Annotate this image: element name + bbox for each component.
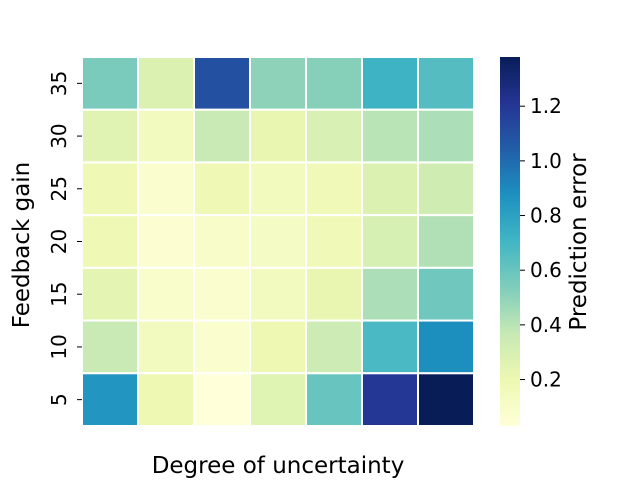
heatmap-cells (81, 56, 475, 427)
y-tick-label: 25 (47, 176, 71, 201)
heatmap-cell (361, 319, 419, 375)
heatmap-cell (305, 372, 363, 427)
heatmap-cell (137, 372, 195, 427)
heatmap-cell (137, 214, 195, 269)
heatmap-cell (361, 56, 419, 111)
y-tick-marks (77, 82, 82, 401)
heatmap-cell (137, 56, 195, 111)
heatmap-cell (417, 108, 475, 164)
heatmap-cell (361, 108, 419, 164)
heatmap-cell (81, 161, 139, 217)
heatmap-cell (249, 214, 307, 269)
heatmap-cell (193, 319, 251, 375)
heatmap-cell (305, 161, 363, 217)
heatmap-cell (81, 372, 139, 427)
heatmap-cell (417, 56, 475, 111)
heatmap-cell (193, 372, 251, 427)
y-axis-label: Feedback gain (9, 162, 35, 329)
heatmap-cell (417, 319, 475, 375)
colorbar-tick-label: 0.8 (530, 204, 562, 228)
heatmap-cell (417, 266, 475, 322)
heatmap-cell (305, 214, 363, 269)
heatmap-cell (249, 161, 307, 217)
y-tick-label: 35 (47, 71, 71, 96)
colorbar-tick-label: 0.2 (530, 368, 562, 392)
colorbar-tick-label: 1.0 (530, 149, 562, 173)
y-tick-label: 15 (47, 281, 71, 306)
y-tick-labels: 35 30 25 20 15 10 5 (47, 71, 71, 406)
heatmap-cell (417, 161, 475, 217)
colorbar (500, 57, 520, 426)
y-tick-label: 10 (47, 334, 71, 359)
heatmap-cell (361, 161, 419, 217)
heatmap-cell (305, 266, 363, 322)
y-tick-label: 20 (47, 229, 71, 254)
heatmap-cell (81, 266, 139, 322)
colorbar-label: Prediction error (566, 153, 592, 331)
heatmap-cell (193, 214, 251, 269)
heatmap-cell (81, 56, 139, 111)
y-tick-label: 5 (47, 393, 71, 406)
heatmap-cell (137, 319, 195, 375)
heatmap-cell (305, 56, 363, 111)
y-tick-label: 30 (47, 123, 71, 148)
heatmap-cell (137, 266, 195, 322)
colorbar-tick-label: 0.6 (530, 258, 562, 282)
heatmap-cell (361, 266, 419, 322)
heatmap-cell (193, 56, 251, 111)
heatmap-cell (417, 372, 475, 427)
heatmap-cell (417, 214, 475, 269)
heatmap-cell (361, 214, 419, 269)
heatmap-cell (193, 108, 251, 164)
heatmap-cell (305, 319, 363, 375)
heatmap-cell (361, 372, 419, 427)
heatmap-cell (249, 372, 307, 427)
heatmap-cell (249, 319, 307, 375)
heatmap-cell (137, 161, 195, 217)
colorbar-tick-label: 0.4 (530, 313, 562, 337)
heatmap-cell (249, 56, 307, 111)
heatmap-cell (249, 266, 307, 322)
heatmap-cell (81, 108, 139, 164)
heatmap-cell (305, 108, 363, 164)
heatmap-cell (193, 266, 251, 322)
heatmap-cell (81, 319, 139, 375)
heatmap-cell (137, 108, 195, 164)
colorbar-ticks: 0.2 0.4 0.6 0.8 1.0 1.2 (520, 94, 562, 392)
x-axis-label: Degree of uncertainty (152, 453, 405, 479)
heatmap-cell (249, 108, 307, 164)
colorbar-tick-label: 1.2 (530, 94, 562, 118)
heatmap-cell (193, 161, 251, 217)
heatmap-cell (81, 214, 139, 269)
